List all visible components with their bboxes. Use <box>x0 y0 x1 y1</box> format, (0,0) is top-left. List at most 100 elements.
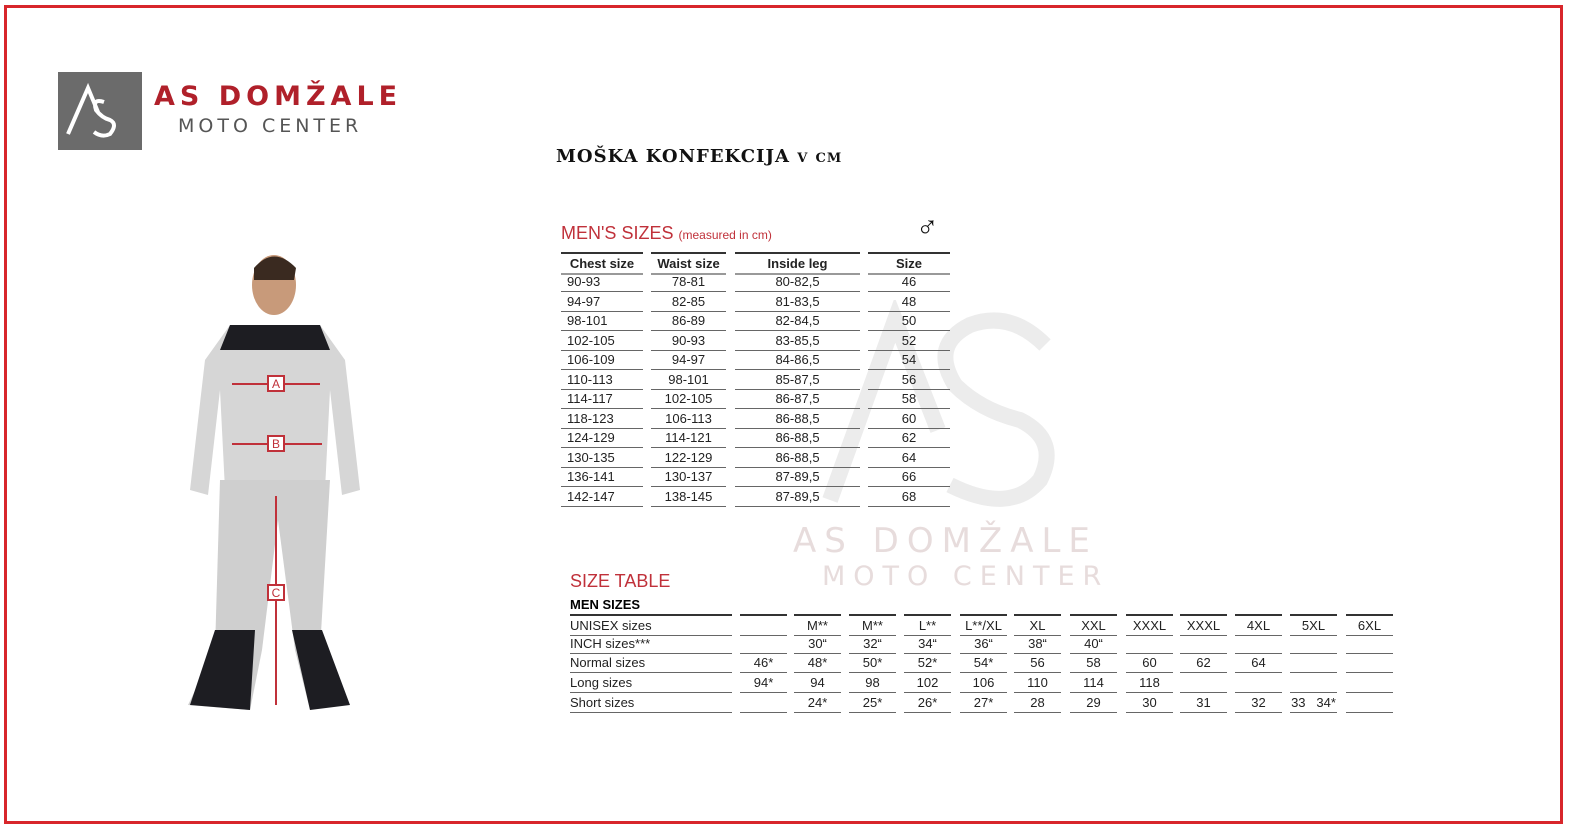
table-cell: 110 <box>1014 673 1061 694</box>
table-cell: 81-83,5 <box>735 292 860 312</box>
table-cell: 102 <box>904 673 951 694</box>
table-cell: 102-105 <box>651 389 726 409</box>
table-cell: 138-145 <box>651 487 726 507</box>
table-cell <box>1290 673 1337 694</box>
table-cell: 114-117 <box>561 389 643 409</box>
table-cell <box>1180 673 1227 694</box>
table-cell: 25* <box>849 693 896 713</box>
table-cell: 52 <box>868 331 950 351</box>
table-cell: 90-93 <box>651 331 726 351</box>
page-title: MOŠKA KONFEKCIJA v cm <box>556 146 843 167</box>
table-cell: 60 <box>868 409 950 429</box>
table-cell: 32 <box>1235 693 1282 713</box>
column-header: Inside leg <box>735 252 860 275</box>
table-cell: 114 <box>1070 673 1117 694</box>
table-cell <box>740 634 787 654</box>
table-cell: 46* <box>740 653 787 674</box>
table-cell: XL <box>1014 614 1061 636</box>
column-header: Waist size <box>651 252 726 275</box>
table-cell <box>1180 634 1227 654</box>
table-cell: 94-97 <box>651 350 726 370</box>
brand-name: AS DOMŽALE <box>154 81 403 112</box>
table-cell <box>1235 634 1282 654</box>
men-sizes-subheading: MEN SIZES <box>570 597 641 612</box>
logo-mark <box>58 72 142 150</box>
table-cell: 4XL <box>1235 614 1282 636</box>
table-cell: 106-109 <box>561 350 643 370</box>
mens-sizes-heading: MEN'S SIZES (measured in cm) <box>561 222 772 246</box>
table-cell: XXXL <box>1126 614 1173 636</box>
marker-b: B <box>272 437 280 451</box>
marker-c: C <box>272 586 281 600</box>
mens-sizes-title: MEN'S SIZES <box>561 223 674 243</box>
table-cell: 130-137 <box>651 467 726 487</box>
table-cell: 122-129 <box>651 448 726 468</box>
row-label: Short sizes <box>570 693 732 713</box>
table-cell: 106 <box>960 673 1007 694</box>
table-cell: 98-101 <box>561 311 643 331</box>
table-cell: 28 <box>1014 693 1061 713</box>
table-cell: M** <box>849 614 896 636</box>
table-cell: 58 <box>1070 653 1117 674</box>
row-label: UNISEX sizes <box>570 614 732 636</box>
table-cell: 84-86,5 <box>735 350 860 370</box>
column-header: Chest size <box>561 252 643 275</box>
size-table-heading: SIZE TABLE <box>570 571 671 591</box>
table-cell: 26* <box>904 693 951 713</box>
table-cell <box>1346 673 1393 694</box>
column-header: Size <box>868 252 950 275</box>
table-cell: M** <box>794 614 841 636</box>
table-cell: L** <box>904 614 951 636</box>
table-cell: 40“ <box>1070 634 1117 654</box>
row-label: Normal sizes <box>570 653 732 674</box>
table-cell: 80-82,5 <box>735 272 860 292</box>
table-cell: 124-129 <box>561 428 643 448</box>
table-cell: 52* <box>904 653 951 674</box>
table-cell: 94-97 <box>561 292 643 312</box>
table-cell: 34“ <box>904 634 951 654</box>
watermark-subtitle: MOTO CENTER <box>822 561 1110 592</box>
table-cell: 50 <box>868 311 950 331</box>
table-cell: 32“ <box>849 634 896 654</box>
table-cell: 54* <box>960 653 1007 674</box>
table-cell <box>1235 673 1282 694</box>
table-cell: 118-123 <box>561 409 643 429</box>
table-cell: 62 <box>1180 653 1227 674</box>
table-cell: 56 <box>868 370 950 390</box>
table-cell: 5XL <box>1290 614 1337 636</box>
table-cell: 94 <box>794 673 841 694</box>
table-cell: 86-88,5 <box>735 448 860 468</box>
table-cell: 33 34* <box>1290 693 1337 713</box>
table-cell: XXXL <box>1180 614 1227 636</box>
table-cell: 86-89 <box>651 311 726 331</box>
table-cell: 87-89,5 <box>735 467 860 487</box>
table-cell: 38“ <box>1014 634 1061 654</box>
table-cell: 102-105 <box>561 331 643 351</box>
male-symbol-icon: ♂ <box>916 210 939 243</box>
table-cell: 30 <box>1126 693 1173 713</box>
table-cell: 64 <box>1235 653 1282 674</box>
table-cell: 85-87,5 <box>735 370 860 390</box>
table-cell: 56 <box>1014 653 1061 674</box>
table-cell: 48* <box>794 653 841 674</box>
table-cell: 142-147 <box>561 487 643 507</box>
table-cell: 27* <box>960 693 1007 713</box>
table-cell: 136-141 <box>561 467 643 487</box>
table-cell: 87-89,5 <box>735 487 860 507</box>
table-cell: 98 <box>849 673 896 694</box>
table-cell <box>1290 653 1337 674</box>
table-cell: 82-84,5 <box>735 311 860 331</box>
marker-a: A <box>272 377 280 391</box>
table-cell: 68 <box>868 487 950 507</box>
table-cell: 30“ <box>794 634 841 654</box>
table-cell: 110-113 <box>561 370 643 390</box>
table-cell <box>1290 634 1337 654</box>
table-cell: 48 <box>868 292 950 312</box>
table-cell: 66 <box>868 467 950 487</box>
table-cell: 50* <box>849 653 896 674</box>
table-cell: 86-88,5 <box>735 409 860 429</box>
watermark-mark <box>822 300 1055 507</box>
table-cell: 58 <box>868 389 950 409</box>
table-cell: 106-113 <box>651 409 726 429</box>
table-cell <box>1346 653 1393 674</box>
